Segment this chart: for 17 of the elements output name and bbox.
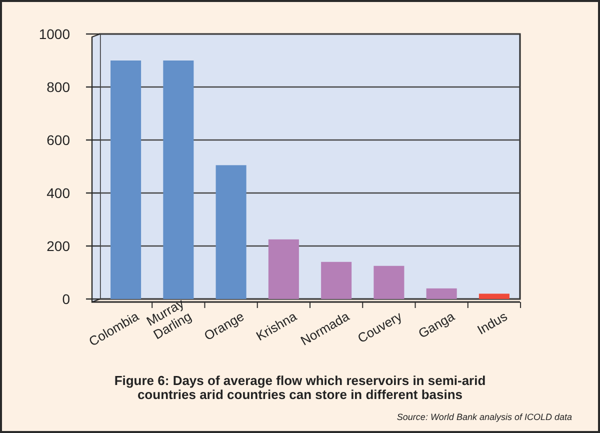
bar — [163, 60, 194, 299]
y-tick-label: 0 — [62, 290, 70, 307]
y-tick-label: 200 — [46, 238, 70, 254]
y-tick-label: 800 — [46, 78, 70, 95]
bar — [216, 165, 246, 299]
bar — [110, 60, 142, 299]
y-tick-label: 400 — [46, 184, 70, 201]
y-tick-label: 600 — [46, 132, 70, 148]
bar — [426, 288, 457, 299]
source-note: Source: World Bank analysis of ICOLD data — [396, 412, 572, 422]
x-tick-label: Indus — [474, 308, 510, 338]
bar — [268, 239, 299, 299]
bar — [374, 266, 404, 299]
text: Figure 6: Days of average flow which reservoirs in semi-arid countries arid countries can store in different basins — [114, 373, 486, 402]
bar — [321, 262, 352, 299]
y-tick-label: 1000 — [38, 26, 70, 42]
bar — [478, 294, 510, 299]
